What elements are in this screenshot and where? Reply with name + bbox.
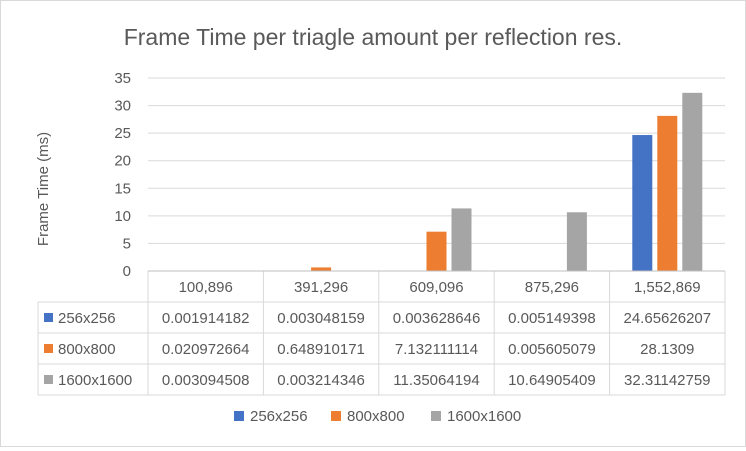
y-tick-label: 20 [114, 153, 131, 170]
legend-swatch [234, 411, 244, 421]
table-cell: 0.001914182 [162, 310, 250, 327]
table-cell: 7.132111114 [395, 341, 478, 358]
bar [452, 208, 472, 271]
x-tick-label: 100,896 [179, 279, 233, 296]
table-cell: 0.005149398 [508, 310, 596, 327]
y-tick-label: 15 [114, 180, 131, 197]
data-table: 100,896 391,296 609,096 875,296 1,552,869 256… [38, 271, 725, 395]
bar [311, 267, 331, 271]
table-cell: 0.003048159 [277, 310, 365, 327]
table-cell: 24.65626207 [624, 310, 712, 327]
table-cell: 0.003628646 [393, 310, 481, 327]
y-tick-label: 30 [114, 98, 131, 115]
bar [682, 93, 702, 271]
table-cell: 28.1309 [640, 341, 694, 358]
table-cell: 32.31142759 [624, 372, 710, 389]
y-tick-label: 0 [123, 263, 131, 280]
bar [657, 116, 677, 271]
bar [632, 135, 652, 271]
table-cell: 0.648910171 [277, 341, 365, 358]
x-tick-label: 1,552,869 [634, 279, 701, 296]
table-cell: 0.003214346 [277, 372, 365, 389]
legend: 256x256 800x800 1600x1600 [234, 408, 521, 425]
y-tick-label: 10 [114, 208, 131, 225]
legend-label: 1600x1600 [447, 408, 521, 425]
legend-swatch [431, 411, 441, 421]
bars [171, 93, 703, 271]
x-tick-label: 609,096 [409, 279, 463, 296]
x-tick-label: 875,296 [525, 279, 579, 296]
table-series-name: 1600x1600 [58, 372, 132, 389]
chart-title: Frame Time per triagle amount per reflec… [124, 24, 623, 50]
y-tick-label: 35 [114, 70, 131, 87]
y-axis-ticks: 0 5 10 15 20 25 30 35 [114, 70, 131, 280]
bar [427, 232, 447, 271]
legend-key [44, 313, 53, 322]
legend-key [44, 344, 53, 353]
y-axis-label: Frame Time (ms) [35, 132, 52, 246]
legend-label: 256x256 [250, 408, 308, 425]
table-series-name: 800x800 [58, 341, 116, 358]
table-cell: 0.005605079 [508, 341, 596, 358]
table-cell: 11.35064194 [393, 372, 479, 389]
table-cell: 0.020972664 [162, 341, 250, 358]
legend-label: 800x800 [347, 408, 405, 425]
legend-key [44, 375, 53, 384]
table-series-name: 256x256 [58, 310, 116, 327]
legend-swatch [331, 411, 341, 421]
x-tick-label: 391,296 [294, 279, 348, 296]
y-tick-label: 25 [114, 125, 131, 142]
table-cell: 0.003094508 [162, 372, 250, 389]
y-tick-label: 5 [123, 235, 131, 252]
table-cell: 10.64905409 [508, 372, 596, 389]
bar [567, 212, 587, 271]
